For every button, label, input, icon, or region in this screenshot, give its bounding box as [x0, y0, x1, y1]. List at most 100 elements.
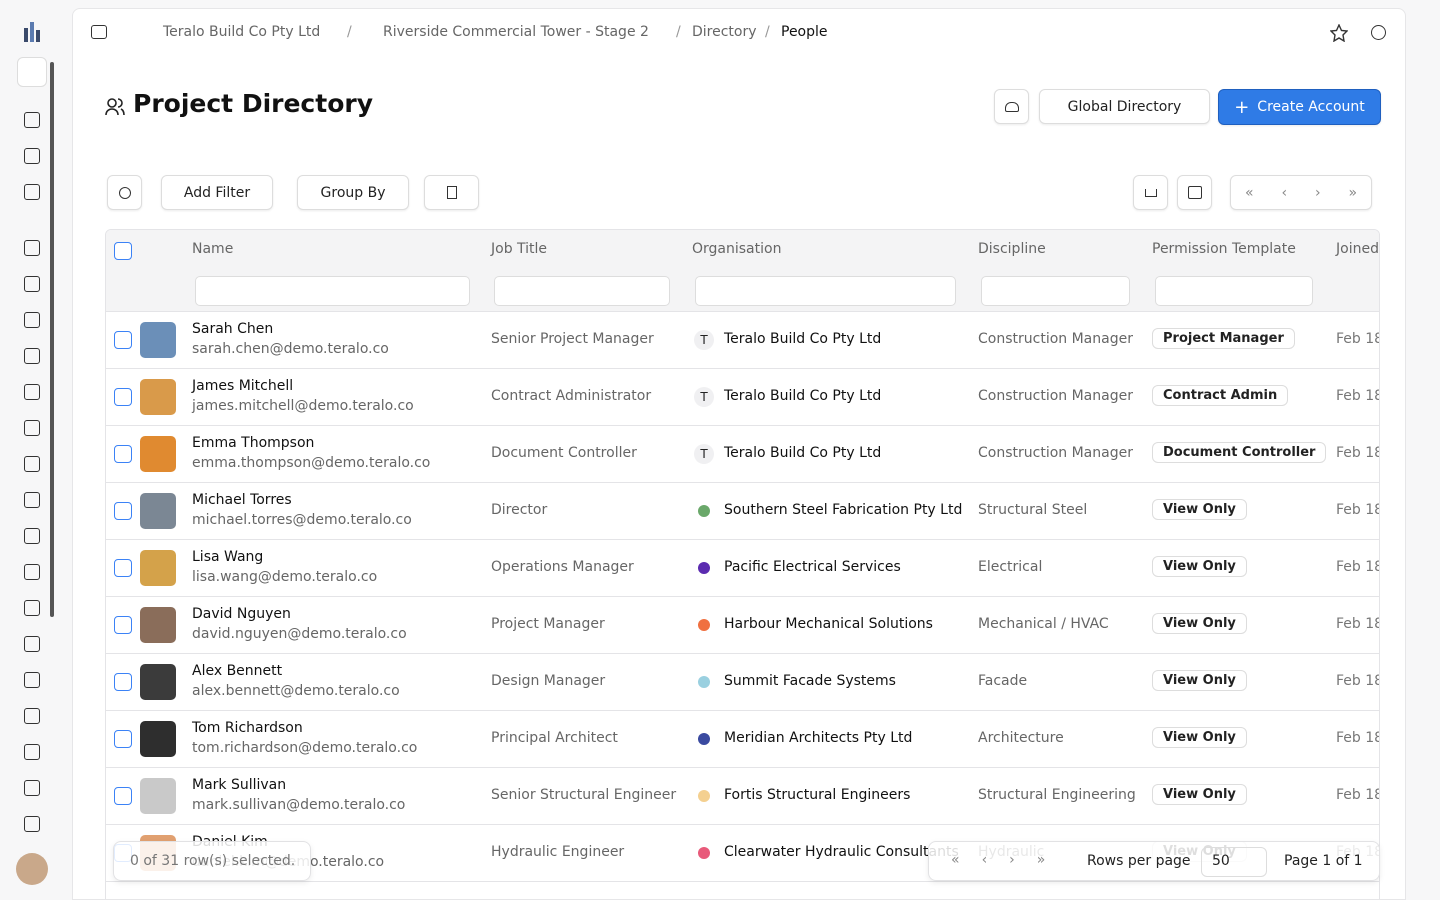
table-row[interactable]: Alex Bennett alex.bennett@demo.teralo.co D…: [106, 654, 1379, 711]
create-account-button[interactable]: + Create Account: [1218, 89, 1381, 125]
icon-button[interactable]: [994, 89, 1029, 124]
column-header[interactable]: Joined: [1336, 241, 1379, 257]
columns-button[interactable]: [1177, 175, 1212, 210]
add-filter-button[interactable]: Add Filter: [161, 175, 273, 210]
table-row[interactable]: Mark Sullivan mark.sullivan@demo.teralo.c…: [106, 768, 1379, 825]
permission-template: View Only: [1152, 499, 1247, 520]
row-checkbox[interactable]: [114, 445, 132, 463]
column-filter[interactable]: [1155, 276, 1313, 306]
nav-icon[interactable]: [24, 600, 40, 616]
job-title: Design Manager: [491, 673, 606, 689]
row-checkbox[interactable]: [114, 388, 132, 406]
table-row[interactable]: Michael Torres michael.torres@demo.teralo…: [106, 483, 1379, 540]
nav-icon[interactable]: [24, 636, 40, 652]
select-all-checkbox[interactable]: [114, 242, 132, 260]
job-title: Hydraulic Engineer: [491, 844, 625, 860]
nav-icon[interactable]: [24, 672, 40, 688]
row-checkbox[interactable]: [114, 559, 132, 577]
column-filter[interactable]: [695, 276, 956, 306]
global-directory-button[interactable]: Global Directory: [1039, 89, 1210, 124]
search-button[interactable]: [17, 57, 47, 87]
avatar: [140, 322, 176, 358]
joined-date: Feb 18: [1336, 616, 1380, 632]
joined-date: Feb 18: [1336, 388, 1380, 404]
row-checkbox[interactable]: [114, 787, 132, 805]
nav-icon[interactable]: [24, 148, 40, 164]
discipline: Architecture: [978, 730, 1064, 746]
nav-icon[interactable]: [24, 780, 40, 796]
org-logo: [698, 562, 710, 574]
person-name: David Nguyen: [192, 606, 291, 622]
avatar: [140, 493, 176, 529]
nav-icon[interactable]: [24, 492, 40, 508]
row-checkbox[interactable]: [114, 673, 132, 691]
nav-icon[interactable]: [24, 456, 40, 472]
person-email: lisa.wang@demo.teralo.co: [192, 569, 378, 585]
permission-template: View Only: [1152, 613, 1247, 634]
org-logo: [698, 505, 710, 517]
nav-icon[interactable]: [24, 528, 40, 544]
settings-icon[interactable]: [1371, 25, 1386, 40]
group-by-button[interactable]: Group By: [297, 175, 409, 210]
nav-icon[interactable]: [24, 112, 40, 128]
organisation: Harbour Mechanical Solutions: [724, 616, 933, 632]
column-filter[interactable]: [494, 276, 670, 306]
row-checkbox[interactable]: [114, 331, 132, 349]
person-email: sarah.chen@demo.teralo.co: [192, 341, 389, 357]
table-row[interactable]: David Nguyen david.nguyen@demo.teralo.co P…: [106, 597, 1380, 654]
avatar: [140, 379, 176, 415]
person-name: Mark Sullivan: [192, 777, 287, 793]
discipline: Construction Manager: [978, 445, 1133, 461]
row-checkbox[interactable]: [114, 502, 132, 520]
nav-icon[interactable]: [24, 564, 40, 580]
column-header[interactable]: Name: [192, 241, 234, 257]
logo: [24, 22, 40, 42]
column-header[interactable]: Permission Template: [1152, 241, 1296, 257]
breadcrumb-item[interactable]: Directory: [692, 24, 757, 40]
column-filter[interactable]: [195, 276, 470, 306]
nav-icon[interactable]: [24, 708, 40, 724]
pager-buttons[interactable]: «‹ ›»: [1230, 175, 1372, 210]
column-header[interactable]: Job Title: [491, 241, 548, 257]
nav-icon[interactable]: [24, 384, 40, 400]
table-row[interactable]: Sarah Chen sarah.chen@demo.teralo.co Senio…: [106, 312, 1379, 369]
nav-icon[interactable]: [24, 420, 40, 436]
sidebar: [0, 0, 64, 900]
page-size-select[interactable]: 50: [1201, 847, 1267, 877]
page-nav[interactable]: «‹›»: [951, 852, 1068, 868]
download-button[interactable]: [1133, 175, 1168, 210]
nav-icon[interactable]: [24, 348, 40, 364]
nav-icon[interactable]: [24, 312, 40, 328]
column-header[interactable]: Discipline: [978, 241, 1046, 257]
avatar: [140, 721, 176, 757]
job-title: Director: [491, 502, 548, 518]
avatar: [140, 607, 176, 643]
organisation: Clearwater Hydraulic Consultants: [724, 844, 959, 860]
row-checkbox[interactable]: [114, 616, 132, 634]
button-label: Add Filter: [183, 184, 251, 201]
user-avatar[interactable]: [16, 853, 48, 885]
nav-icon[interactable]: [24, 744, 40, 760]
button-label: Create Account: [1257, 99, 1365, 115]
table-row[interactable]: James Mitchell james.mitchell@demo.teralo…: [106, 369, 1380, 426]
table-row[interactable]: Emma Thompson emma.thompson@demo.teralo.c…: [106, 426, 1379, 483]
breadcrumb-item[interactable]: Teralo Build Co Pty Ltd: [163, 24, 321, 40]
column-filter[interactable]: [981, 276, 1130, 306]
bookmark-button[interactable]: [424, 175, 479, 210]
row-checkbox[interactable]: [114, 730, 132, 748]
table-row[interactable]: Lisa Wang lisa.wang@demo.teralo.co Operati…: [106, 540, 1379, 597]
person-email: david.nguyen@demo.teralo.co: [192, 626, 407, 642]
sidebar-toggle[interactable]: [91, 25, 107, 39]
favorite-icon[interactable]: [1330, 24, 1348, 42]
nav-icon[interactable]: [24, 816, 40, 832]
job-title: Project Manager: [491, 616, 605, 632]
nav-icon[interactable]: [24, 276, 40, 292]
nav-icon[interactable]: [24, 240, 40, 256]
search-button[interactable]: [107, 175, 142, 210]
column-header[interactable]: Organisation: [692, 241, 782, 257]
avatar: [140, 436, 176, 472]
breadcrumb-item[interactable]: Riverside Commercial Tower - Stage 2: [383, 24, 649, 40]
nav-icon[interactable]: [24, 184, 40, 200]
permission-template: Project Manager: [1152, 328, 1295, 349]
table-row[interactable]: Tom Richardson tom.richardson@demo.teralo…: [106, 711, 1379, 768]
